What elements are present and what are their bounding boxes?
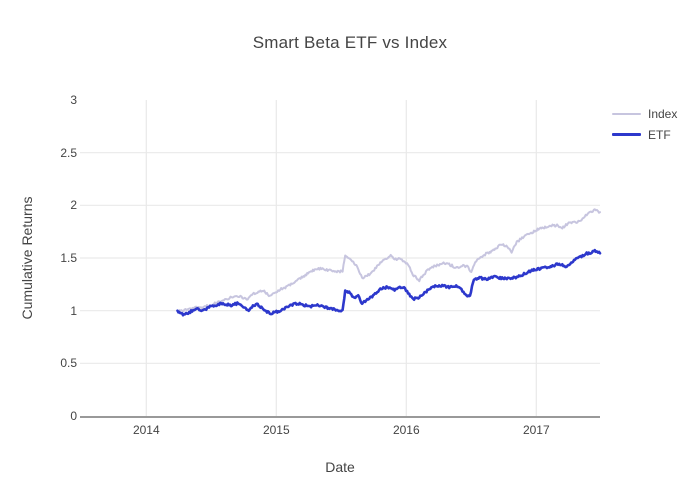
x-axis-title: Date bbox=[325, 459, 355, 475]
y-axis-title: Cumulative Returns bbox=[19, 196, 35, 320]
legend-item-index[interactable]: Index bbox=[612, 103, 677, 124]
x-tick-label: 2017 bbox=[522, 423, 550, 437]
x-tick-label: 2014 bbox=[132, 423, 160, 437]
y-tick-label: 2 bbox=[70, 198, 77, 213]
y-tick-label: 1 bbox=[70, 303, 77, 318]
y-tick-label: 0 bbox=[70, 409, 77, 423]
legend-label-index: Index bbox=[648, 106, 678, 121]
index-line-swatch bbox=[612, 112, 641, 115]
y-tick-label: 2.5 bbox=[60, 145, 77, 160]
x-tick-label: 2015 bbox=[262, 423, 290, 437]
etf-series-line[interactable] bbox=[176, 248, 602, 317]
x-tick-label: 2016 bbox=[392, 423, 420, 437]
y-tick-label: 1.5 bbox=[60, 251, 77, 265]
legend-item-etf[interactable]: ETF bbox=[612, 124, 677, 145]
chart-title: Smart Beta ETF vs Index bbox=[252, 33, 448, 52]
y-tick-label: 3 bbox=[70, 93, 77, 107]
index-series-line[interactable] bbox=[176, 208, 601, 313]
y-tick-label: 0.5 bbox=[60, 356, 77, 371]
etf-line-swatch bbox=[612, 133, 641, 136]
legend: Index ETF bbox=[612, 103, 677, 145]
legend-label-etf: ETF bbox=[648, 127, 671, 142]
